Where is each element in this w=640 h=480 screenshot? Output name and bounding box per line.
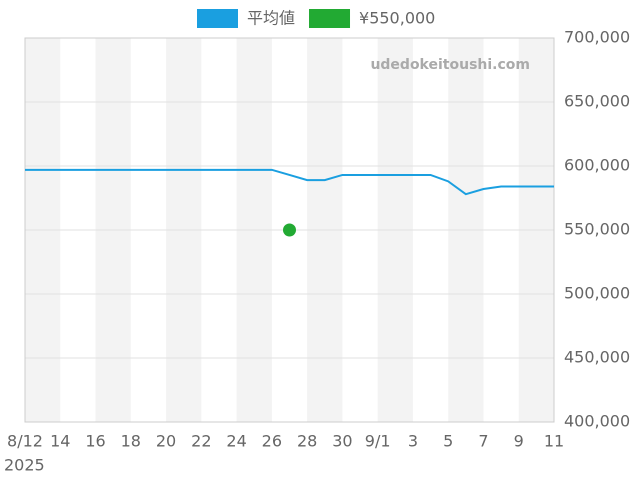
x-tick-label: 11 (544, 432, 564, 451)
y-tick-label: 600,000 (564, 156, 630, 175)
y-tick-label: 550,000 (564, 220, 630, 239)
x-year-label: 2025 (4, 456, 45, 475)
x-tick-label: 5 (443, 432, 453, 451)
y-tick-label: 650,000 (564, 92, 630, 111)
y-tick-label: 400,000 (564, 412, 630, 431)
x-tick-label: 24 (226, 432, 246, 451)
watermark: udedokeitoushi.com (370, 57, 530, 73)
x-tick-label: 9/1 (365, 432, 391, 451)
x-tick-label: 28 (297, 432, 317, 451)
x-tick-label: 14 (50, 432, 70, 451)
x-tick-label: 3 (408, 432, 418, 451)
x-tick-label: 18 (121, 432, 141, 451)
y-tick-label: 700,000 (564, 28, 630, 47)
x-tick-label: 9 (514, 432, 524, 451)
plot-border (24, 37, 555, 423)
series-point (283, 223, 296, 237)
legend-swatch (197, 9, 238, 28)
x-tick-label: 20 (156, 432, 176, 451)
legend-label: 平均値 (247, 9, 295, 28)
x-tick-label: 8/12 (7, 432, 43, 451)
x-tick-label: 30 (332, 432, 352, 451)
x-tick-label: 22 (191, 432, 211, 451)
y-tick-label: 450,000 (564, 348, 630, 367)
x-tick-label: 7 (478, 432, 488, 451)
series-line (25, 168, 554, 196)
y-tick-label: 500,000 (564, 284, 630, 303)
legend-swatch (309, 9, 351, 28)
x-tick-label: 26 (262, 432, 282, 451)
x-tick-label: 16 (85, 432, 105, 451)
legend-label: ¥550,000 (359, 9, 435, 28)
